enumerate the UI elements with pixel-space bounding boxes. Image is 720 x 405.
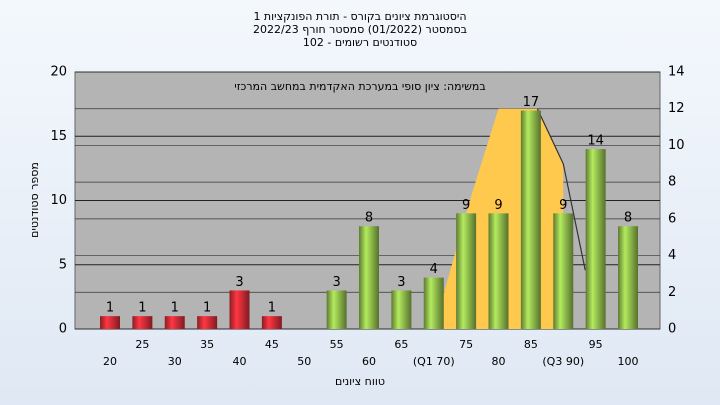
x-tick-label: 95 bbox=[589, 338, 603, 351]
x-tick-label: 85 bbox=[524, 338, 538, 351]
chart-title: היסטוגרמת ציונים בקורס - תורת הפונקציות … bbox=[253, 10, 466, 23]
value-label: 8 bbox=[624, 211, 632, 226]
value-label: 8 bbox=[365, 211, 373, 226]
x-tick-label: 45 bbox=[265, 338, 279, 351]
x-tick-label: (Q3 90) bbox=[542, 355, 584, 368]
value-label: 1 bbox=[171, 301, 179, 316]
value-label: 3 bbox=[332, 275, 340, 290]
value-label: 9 bbox=[462, 198, 470, 213]
bar bbox=[197, 316, 218, 329]
y2-tick-label: 8 bbox=[668, 175, 676, 190]
x-tick-label: 25 bbox=[135, 338, 149, 351]
y-tick-label: 20 bbox=[50, 65, 67, 80]
y2-tick-label: 0 bbox=[668, 322, 676, 337]
chart-subtitle: סטודנטים רשומים - 102 bbox=[303, 36, 417, 49]
bar bbox=[326, 290, 347, 329]
y-tick-label: 5 bbox=[59, 257, 67, 272]
x-tick-label: 75 bbox=[459, 338, 473, 351]
bar bbox=[132, 316, 153, 329]
y2-tick-label: 2 bbox=[668, 285, 676, 300]
chart-subtitle: בסמסטר (01/2022) סמסטר חורף 2022/23 bbox=[253, 23, 467, 36]
bar bbox=[488, 213, 509, 329]
value-label: 1 bbox=[138, 301, 146, 316]
x-tick-label: 20 bbox=[103, 355, 117, 368]
value-label: 4 bbox=[430, 262, 438, 277]
y2-tick-label: 12 bbox=[668, 101, 685, 116]
value-label: 9 bbox=[494, 198, 502, 213]
x-axis-label: טווח ציונים bbox=[335, 375, 385, 388]
bar bbox=[261, 316, 282, 329]
bar bbox=[229, 290, 250, 329]
distribution-line bbox=[536, 108, 586, 271]
bar bbox=[520, 110, 541, 329]
x-tick-label: 30 bbox=[168, 355, 182, 368]
bar bbox=[164, 316, 185, 329]
bar bbox=[391, 290, 412, 329]
x-tick-label: 35 bbox=[200, 338, 214, 351]
value-label: 1 bbox=[203, 301, 211, 316]
value-label: 14 bbox=[587, 134, 604, 149]
x-tick-label: 65 bbox=[394, 338, 408, 351]
value-label: 3 bbox=[235, 275, 243, 290]
x-tick-label: 40 bbox=[233, 355, 247, 368]
x-tick-label: 50 bbox=[297, 355, 311, 368]
value-label: 9 bbox=[559, 198, 567, 213]
value-label: 1 bbox=[268, 301, 276, 316]
y2-tick-label: 4 bbox=[668, 248, 676, 263]
x-tick-label: 55 bbox=[330, 338, 344, 351]
value-label: 1 bbox=[106, 301, 114, 316]
bar bbox=[618, 226, 638, 329]
y-tick-label: 10 bbox=[50, 193, 67, 208]
x-tick-label: (Q1 70) bbox=[413, 355, 455, 368]
y-axis-label: מספר סטודנטים bbox=[28, 162, 41, 238]
x-tick-label: 60 bbox=[362, 355, 376, 368]
bar bbox=[100, 316, 120, 329]
x-tick-label: 100 bbox=[618, 355, 639, 368]
y2-tick-label: 14 bbox=[668, 65, 685, 80]
bar bbox=[585, 149, 606, 329]
y-tick-label: 0 bbox=[59, 322, 67, 337]
x-tick-label: 80 bbox=[492, 355, 506, 368]
annotation: במשימה: ציון סופי במערכת האקדמית במחשב ה… bbox=[234, 80, 485, 93]
bar bbox=[553, 213, 574, 329]
y2-tick-label: 6 bbox=[668, 211, 676, 226]
y2-tick-label: 10 bbox=[668, 138, 685, 153]
bar bbox=[423, 277, 444, 329]
y-tick-label: 15 bbox=[50, 129, 67, 144]
bar bbox=[456, 213, 477, 329]
value-label: 3 bbox=[397, 275, 405, 290]
value-label: 17 bbox=[523, 95, 540, 110]
bar bbox=[359, 226, 379, 329]
